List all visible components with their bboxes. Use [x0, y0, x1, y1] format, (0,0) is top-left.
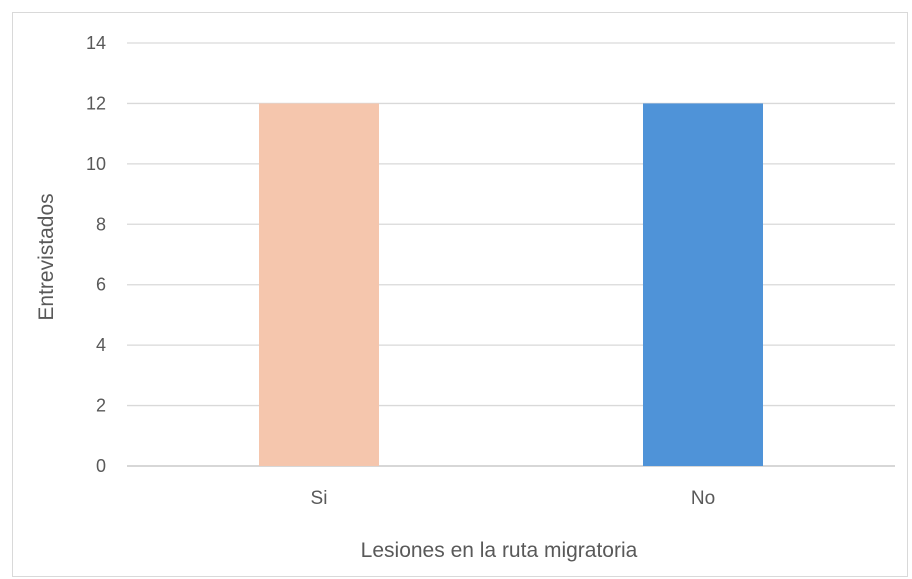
y-tick-label: 8: [96, 214, 106, 234]
bar-si: [259, 103, 379, 466]
y-tick-label: 14: [86, 33, 106, 53]
y-tick-label: 0: [96, 456, 106, 476]
x-tick-label: No: [691, 488, 715, 509]
y-tick-label: 2: [96, 396, 106, 416]
y-tick-label: 4: [96, 335, 106, 355]
x-tick-label: Si: [311, 488, 328, 509]
y-axis-title: Entrevistados: [35, 193, 58, 320]
y-tick-label: 12: [86, 93, 106, 113]
gridlines: [127, 42, 895, 467]
x-tick-labels: Si No: [311, 488, 716, 509]
y-tick-labels: 0 2 4 6 8 10 12 14: [86, 33, 106, 476]
y-tick-label: 6: [96, 275, 106, 295]
x-axis-title: Lesiones en la ruta migratoria: [361, 539, 638, 562]
y-tick-label: 10: [86, 154, 106, 174]
bar-no: [643, 103, 763, 466]
bars: [259, 103, 763, 466]
